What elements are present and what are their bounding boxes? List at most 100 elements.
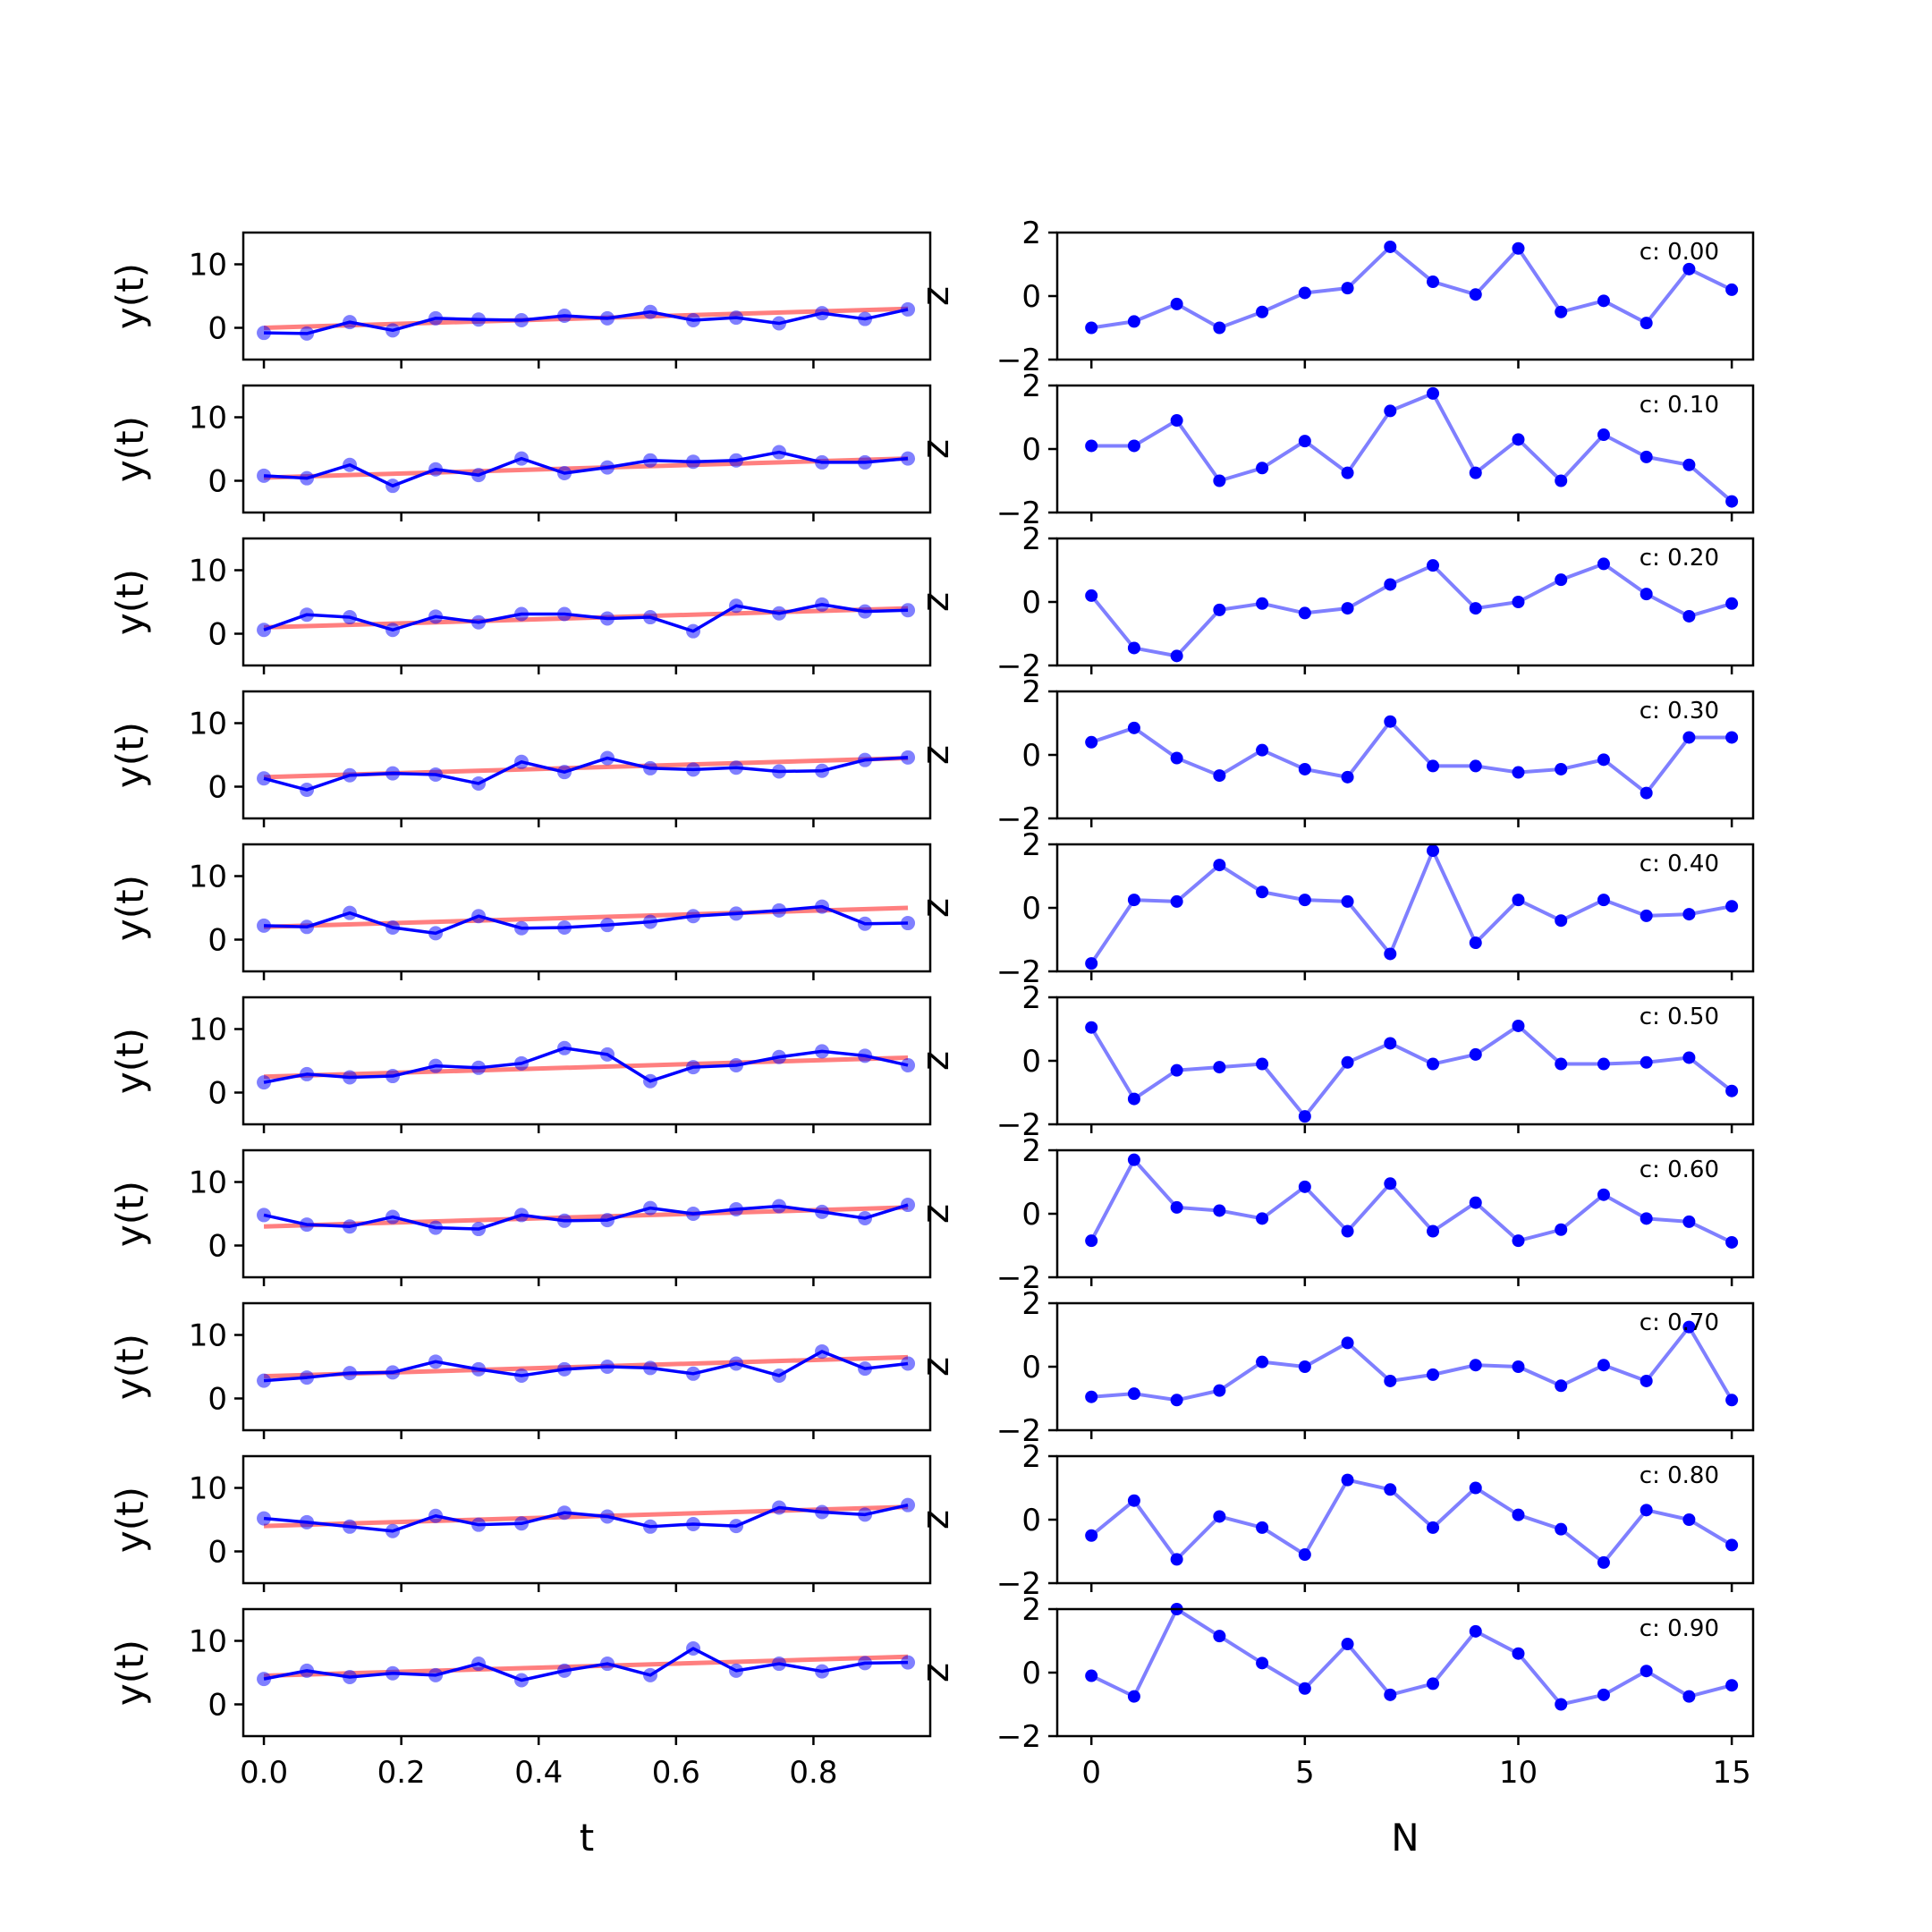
residual-line bbox=[1090, 719, 1733, 795]
residual-point bbox=[1427, 559, 1440, 572]
residual-point bbox=[1725, 1394, 1739, 1407]
y-tick-label: −2 bbox=[996, 496, 1041, 531]
residual-line bbox=[1089, 849, 1733, 965]
residual-point bbox=[1298, 435, 1311, 448]
residual-point bbox=[1256, 462, 1269, 475]
x-tick-label: 0.8 bbox=[789, 1755, 837, 1791]
y-tick-label: 10 bbox=[189, 1318, 227, 1354]
left-frame bbox=[242, 1301, 932, 1432]
residual-point bbox=[1512, 433, 1525, 446]
residual-point bbox=[1085, 1390, 1098, 1403]
residual-point bbox=[1640, 317, 1653, 330]
residual-point bbox=[1127, 641, 1140, 655]
residual-point bbox=[1085, 1234, 1098, 1248]
residual-point bbox=[1427, 759, 1440, 773]
y-tick-label: −2 bbox=[996, 1719, 1041, 1755]
right-panel-0: −2 0 2 z c: 0.00 bbox=[913, 216, 1755, 378]
residual-point bbox=[1384, 715, 1397, 728]
y-tick-label: −2 bbox=[996, 1107, 1041, 1143]
y-tick-label: 10 bbox=[189, 1624, 227, 1660]
y-tick-label: 2 bbox=[1021, 216, 1041, 251]
y-tick-label: 0 bbox=[208, 464, 227, 500]
y-tick-label: 0 bbox=[1021, 1503, 1041, 1538]
fit-line bbox=[263, 1055, 909, 1080]
residual-point bbox=[1085, 1529, 1098, 1542]
z-axis-label: z bbox=[913, 1357, 957, 1377]
residual-point bbox=[1682, 458, 1696, 471]
residual-point bbox=[1469, 1196, 1482, 1209]
y-tick-label: 10 bbox=[189, 248, 227, 284]
residual-point bbox=[1127, 439, 1140, 453]
x-tick-label: 0.2 bbox=[377, 1755, 426, 1791]
residual-point bbox=[1256, 1212, 1269, 1225]
residual-point bbox=[1555, 573, 1568, 587]
residual-point bbox=[1298, 1360, 1311, 1373]
residual-point bbox=[1427, 1521, 1440, 1534]
y-tick-label: 2 bbox=[1021, 1286, 1041, 1322]
residual-point bbox=[1725, 900, 1739, 913]
y-tick-label: 2 bbox=[1021, 827, 1041, 863]
x-tick-label: 0.4 bbox=[514, 1755, 563, 1791]
z-axis-label: z bbox=[913, 1663, 957, 1682]
residual-point bbox=[1597, 294, 1610, 308]
residual-point bbox=[1298, 762, 1311, 775]
residual-point bbox=[1170, 297, 1183, 310]
residual-point bbox=[1512, 894, 1525, 907]
residual-point bbox=[1256, 1521, 1269, 1534]
y-axis-label: y(t) bbox=[108, 722, 152, 788]
residual-line bbox=[1089, 1478, 1733, 1564]
residual-point bbox=[1427, 1368, 1440, 1381]
data-line bbox=[263, 1046, 909, 1084]
right-panel-2: −2 0 2 z c: 0.20 bbox=[913, 521, 1755, 684]
residual-point bbox=[1725, 597, 1739, 610]
y-tick-label: 0 bbox=[1021, 1044, 1041, 1080]
y-axis-label: y(t) bbox=[108, 263, 152, 329]
residual-point bbox=[1085, 439, 1098, 453]
residual-point bbox=[1170, 1063, 1183, 1077]
y-tick-label: 0 bbox=[208, 1382, 227, 1418]
residual-point bbox=[1597, 1057, 1610, 1071]
residual-point bbox=[1384, 240, 1397, 253]
residual-point bbox=[1555, 914, 1568, 928]
residual-point bbox=[1682, 731, 1696, 744]
residual-point bbox=[1127, 1494, 1140, 1507]
x-axis-label-n: N bbox=[1391, 1816, 1419, 1860]
right-panel-5: −2 0 2 z c: 0.50 bbox=[913, 980, 1755, 1143]
residual-point bbox=[1213, 769, 1226, 783]
residual-point bbox=[1384, 1688, 1397, 1701]
y-tick-label: 2 bbox=[1021, 674, 1041, 710]
residual-point bbox=[1725, 1679, 1739, 1692]
residual-point bbox=[1597, 753, 1610, 767]
y-tick-label: −2 bbox=[996, 1413, 1041, 1449]
x-axis-label-t: t bbox=[580, 1816, 594, 1860]
left-frame bbox=[242, 231, 932, 361]
residual-point bbox=[1555, 1057, 1568, 1071]
residual-point bbox=[1682, 609, 1696, 623]
y-tick-label: −2 bbox=[996, 954, 1041, 990]
residual-point bbox=[1597, 557, 1610, 571]
residual-point bbox=[1555, 1522, 1568, 1536]
y-tick-label: 10 bbox=[189, 1013, 227, 1048]
residual-point bbox=[1341, 1336, 1354, 1350]
residual-point bbox=[1384, 404, 1397, 418]
residual-point bbox=[1597, 1188, 1610, 1201]
residual-point bbox=[1341, 1224, 1354, 1238]
residual-point bbox=[1682, 1320, 1696, 1334]
residual-point bbox=[1170, 1394, 1183, 1407]
y-tick-label: 0 bbox=[1021, 891, 1041, 927]
residual-point bbox=[1170, 649, 1183, 663]
y-tick-label: 10 bbox=[189, 707, 227, 742]
residual-point bbox=[1555, 1698, 1568, 1711]
residual-point bbox=[1427, 1057, 1440, 1071]
residual-point bbox=[1640, 909, 1653, 922]
residual-point bbox=[1085, 1021, 1098, 1034]
y-axis-label: y(t) bbox=[108, 569, 152, 635]
residual-point bbox=[1127, 1387, 1140, 1401]
residual-point bbox=[1469, 1624, 1482, 1638]
residual-point bbox=[1213, 859, 1226, 872]
residual-point bbox=[1341, 466, 1354, 479]
residual-point bbox=[1085, 589, 1098, 602]
residual-point bbox=[1640, 450, 1653, 463]
residual-line bbox=[1089, 562, 1733, 658]
